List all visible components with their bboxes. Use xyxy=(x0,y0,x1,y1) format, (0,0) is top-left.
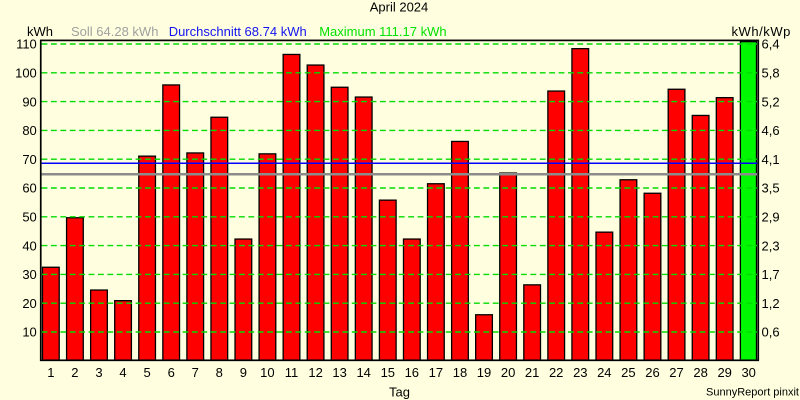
svg-text:6,4: 6,4 xyxy=(762,37,780,52)
svg-text:17: 17 xyxy=(429,365,443,380)
svg-text:10: 10 xyxy=(260,365,274,380)
svg-text:30: 30 xyxy=(741,365,755,380)
svg-text:90: 90 xyxy=(22,94,36,109)
svg-text:11: 11 xyxy=(285,365,299,380)
svg-text:25: 25 xyxy=(621,365,635,380)
svg-text:1: 1 xyxy=(47,365,54,380)
svg-text:50: 50 xyxy=(22,210,36,225)
svg-text:14: 14 xyxy=(356,365,370,380)
svg-text:30: 30 xyxy=(22,267,36,282)
svg-text:2,3: 2,3 xyxy=(762,238,780,253)
svg-text:100: 100 xyxy=(15,66,37,81)
svg-text:kWh: kWh xyxy=(27,24,53,39)
svg-text:26: 26 xyxy=(645,365,659,380)
svg-text:20: 20 xyxy=(501,365,515,380)
svg-text:5: 5 xyxy=(143,365,150,380)
svg-text:60: 60 xyxy=(22,181,36,196)
svg-text:Maximum 111.17 kWh: Maximum 111.17 kWh xyxy=(319,24,446,39)
svg-text:5,2: 5,2 xyxy=(762,94,780,109)
svg-text:4: 4 xyxy=(119,365,126,380)
svg-text:1,7: 1,7 xyxy=(762,267,780,282)
svg-text:Durchschnitt 68.74 kWh: Durchschnitt 68.74 kWh xyxy=(169,24,307,39)
svg-text:29: 29 xyxy=(717,365,731,380)
svg-text:18: 18 xyxy=(453,365,467,380)
svg-text:28: 28 xyxy=(693,365,707,380)
svg-text:10: 10 xyxy=(22,325,36,340)
svg-text:SunnyReport pinxit: SunnyReport pinxit xyxy=(706,387,799,399)
svg-text:7: 7 xyxy=(192,365,199,380)
svg-text:4,6: 4,6 xyxy=(762,123,780,138)
svg-text:1,2: 1,2 xyxy=(762,296,780,311)
svg-text:6: 6 xyxy=(168,365,175,380)
svg-text:5,8: 5,8 xyxy=(762,66,780,81)
svg-text:21: 21 xyxy=(525,365,539,380)
svg-text:13: 13 xyxy=(332,365,346,380)
svg-text:24: 24 xyxy=(597,365,611,380)
svg-text:22: 22 xyxy=(549,365,563,380)
svg-text:27: 27 xyxy=(669,365,683,380)
svg-text:9: 9 xyxy=(240,365,247,380)
svg-text:23: 23 xyxy=(573,365,587,380)
svg-text:70: 70 xyxy=(22,152,36,167)
svg-text:15: 15 xyxy=(381,365,395,380)
svg-text:16: 16 xyxy=(405,365,419,380)
svg-text:kWh/kWp: kWh/kWp xyxy=(732,24,791,39)
svg-text:3,5: 3,5 xyxy=(762,181,780,196)
svg-text:4,1: 4,1 xyxy=(762,152,780,167)
svg-text:Soll 64.28 kWh: Soll 64.28 kWh xyxy=(71,24,158,39)
svg-text:19: 19 xyxy=(477,365,491,380)
svg-text:80: 80 xyxy=(22,123,36,138)
svg-text:Tag: Tag xyxy=(389,384,410,399)
svg-text:110: 110 xyxy=(16,37,37,52)
svg-text:3: 3 xyxy=(95,365,102,380)
svg-text:12: 12 xyxy=(308,365,322,380)
svg-text:April 2024: April 2024 xyxy=(370,0,429,15)
svg-text:2: 2 xyxy=(71,365,78,380)
svg-text:8: 8 xyxy=(216,365,223,380)
svg-text:20: 20 xyxy=(22,296,36,311)
svg-text:2,9: 2,9 xyxy=(762,210,780,225)
svg-text:0,6: 0,6 xyxy=(762,325,780,340)
svg-text:40: 40 xyxy=(22,238,36,253)
